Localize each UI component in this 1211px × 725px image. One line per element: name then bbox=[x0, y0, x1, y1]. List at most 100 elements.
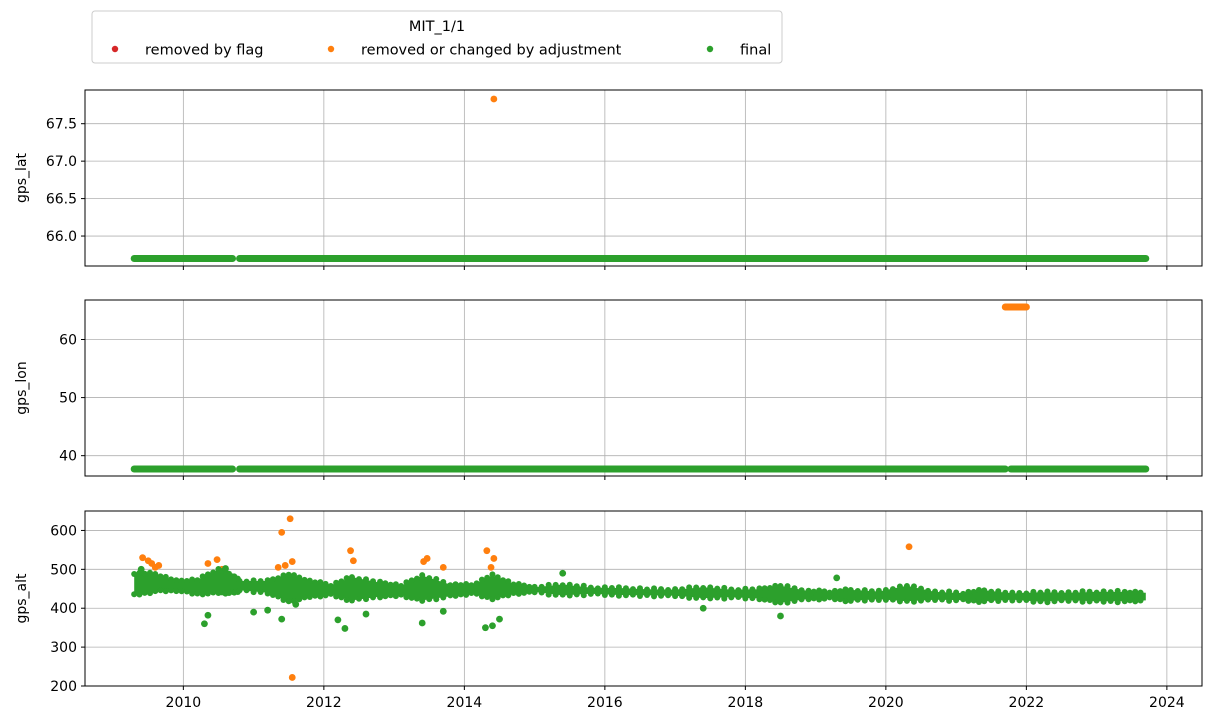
data-point bbox=[816, 587, 823, 594]
data-point bbox=[889, 586, 896, 593]
data-point-removed-or-changed-by-adjustment bbox=[204, 560, 212, 567]
data-point bbox=[965, 588, 972, 595]
data-point bbox=[644, 592, 651, 598]
data-point bbox=[735, 593, 742, 600]
data-point bbox=[837, 596, 844, 603]
data-point bbox=[484, 594, 491, 601]
data-point bbox=[826, 594, 833, 601]
data-point bbox=[363, 576, 370, 583]
data-point bbox=[917, 597, 924, 604]
data-point bbox=[756, 596, 763, 603]
data-point bbox=[679, 593, 686, 600]
data-point bbox=[615, 592, 622, 599]
data-point bbox=[932, 597, 939, 604]
data-point bbox=[473, 590, 480, 597]
data-point bbox=[343, 597, 350, 604]
data-point bbox=[970, 588, 977, 595]
legend: MIT_1/1 removed by flag removed or chang… bbox=[91, 10, 783, 64]
data-point bbox=[665, 592, 672, 599]
data-point bbox=[847, 586, 854, 593]
data-point bbox=[457, 582, 464, 589]
data-point bbox=[348, 597, 355, 604]
data-point bbox=[322, 592, 329, 599]
data-point bbox=[932, 588, 939, 595]
data-point bbox=[306, 593, 313, 600]
data-point bbox=[714, 594, 721, 601]
data-point bbox=[658, 592, 665, 599]
data-point bbox=[382, 593, 389, 600]
data-point bbox=[173, 577, 180, 584]
data-point bbox=[975, 586, 982, 593]
data-point bbox=[338, 594, 345, 601]
data-point bbox=[1086, 598, 1093, 605]
data-point bbox=[413, 595, 420, 602]
y-axis-label: gps_lon bbox=[14, 361, 30, 414]
data-point bbox=[896, 598, 903, 605]
data-point bbox=[975, 599, 982, 605]
data-point bbox=[889, 596, 896, 603]
data-point bbox=[831, 596, 838, 603]
data-point bbox=[970, 597, 977, 604]
data-point bbox=[953, 589, 960, 596]
data-point bbox=[152, 588, 159, 595]
data-point-final bbox=[137, 565, 145, 573]
data-point bbox=[426, 596, 433, 603]
data-point-final bbox=[559, 569, 567, 577]
data-point-removed-or-changed-by-adjustment bbox=[155, 562, 163, 569]
data-point bbox=[141, 589, 148, 596]
data-point bbox=[505, 592, 512, 599]
data-point bbox=[515, 590, 522, 597]
data-point bbox=[896, 583, 903, 590]
data-layer bbox=[130, 303, 1150, 473]
data-point bbox=[338, 578, 345, 585]
data-point bbox=[861, 587, 868, 594]
data-point bbox=[810, 595, 817, 602]
data-point bbox=[1086, 588, 1093, 595]
data-point bbox=[559, 582, 566, 589]
data-point bbox=[784, 599, 791, 606]
data-point bbox=[526, 588, 533, 595]
data-point bbox=[1100, 588, 1107, 595]
data-point bbox=[960, 590, 967, 597]
data-point bbox=[538, 583, 545, 590]
data-point bbox=[875, 597, 882, 604]
grid bbox=[85, 300, 1202, 476]
data-point bbox=[1079, 588, 1086, 595]
y-tick-label: 66.0 bbox=[46, 229, 77, 245]
data-point bbox=[868, 588, 875, 595]
data-point bbox=[413, 575, 420, 582]
y-axis-label: gps_alt bbox=[14, 573, 30, 624]
data-point bbox=[370, 578, 377, 585]
data-point bbox=[939, 596, 946, 603]
data-point bbox=[842, 598, 849, 605]
data-point bbox=[784, 583, 791, 590]
legend-marker-removed-by-flag bbox=[111, 45, 119, 53]
data-point bbox=[377, 578, 384, 585]
data-point bbox=[408, 577, 415, 584]
data-point bbox=[636, 592, 643, 599]
data-point bbox=[392, 593, 399, 600]
data-point bbox=[510, 590, 517, 597]
data-point bbox=[854, 588, 861, 595]
data-point bbox=[257, 588, 264, 595]
data-point bbox=[925, 596, 932, 603]
data-point bbox=[178, 588, 185, 595]
data-point bbox=[204, 571, 211, 578]
data-point bbox=[494, 594, 501, 601]
data-point bbox=[515, 581, 522, 588]
data-point bbox=[749, 595, 756, 602]
data-point bbox=[686, 594, 693, 601]
data-point bbox=[473, 580, 480, 587]
data-point bbox=[343, 575, 350, 582]
data-point bbox=[531, 583, 538, 590]
data-point bbox=[728, 594, 735, 601]
data-point bbox=[1072, 589, 1079, 596]
data-point-final bbox=[222, 565, 229, 572]
data-point bbox=[707, 584, 714, 591]
data-point bbox=[721, 584, 728, 591]
data-point bbox=[1126, 589, 1133, 596]
data-point bbox=[903, 597, 910, 604]
data-point-final bbox=[418, 619, 426, 627]
data-point bbox=[146, 590, 153, 597]
